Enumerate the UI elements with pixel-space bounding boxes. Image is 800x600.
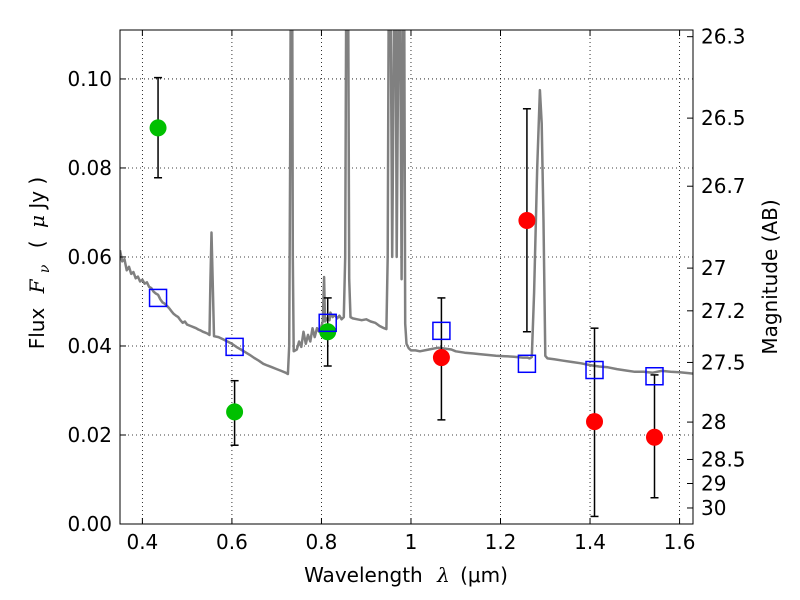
x-tick-label: 0.8 [306, 530, 338, 554]
data-point [226, 403, 244, 421]
y-tick-label: 0.02 [67, 423, 112, 447]
plot-area [120, 30, 693, 524]
right-tick-label: 26.5 [701, 106, 746, 130]
tick-layer: 0.4 0.6 0.8 1 1.2 1.4 1.6 0.00 0.02 0.04 0.06 0.08 0… [67, 25, 745, 554]
data-point [518, 211, 536, 229]
data-point [646, 428, 664, 446]
x-tick-label: 1 [405, 530, 418, 554]
model-point [148, 288, 168, 308]
right-tick-label: 30 [701, 496, 726, 520]
y-axis-title-units-rest: Jy ) [25, 177, 49, 211]
right-tick-label: 28 [701, 410, 726, 434]
sed-model-line [120, 30, 693, 376]
model-point [318, 313, 337, 333]
y-axis-title-symbol: F [25, 278, 49, 294]
right-tick-label: 27.2 [701, 299, 746, 323]
sed-model-layer [120, 30, 693, 376]
x-axis-title-units: (μm) [460, 563, 508, 587]
right-tick-label: 28.5 [701, 447, 746, 471]
right-axis-title: Magnitude (AB) [758, 199, 782, 354]
right-tick-label: 27.5 [701, 350, 746, 374]
y-axis-title-prefix: Flux [25, 308, 49, 350]
x-axis-title-symbol: λ [436, 563, 450, 587]
data-point [432, 349, 450, 367]
x-tick-label: 0.6 [216, 530, 248, 554]
right-tick-label: 29 [701, 472, 726, 496]
model-point [645, 366, 664, 386]
y-axis-title-units-open: ( [25, 240, 49, 248]
x-tick-label: 1.4 [574, 530, 606, 554]
data-point [586, 413, 604, 431]
right-tick-label: 26.7 [701, 174, 746, 198]
y-tick-label: 0.04 [67, 334, 112, 358]
y-tick-label: 0.08 [67, 156, 112, 180]
x-tick-label: 0.4 [126, 530, 158, 554]
model-point [432, 321, 451, 341]
right-tick-label: 27 [701, 256, 726, 280]
marker-layer [148, 119, 664, 446]
x-tick-label: 1.2 [485, 530, 517, 554]
y-axis-title: Flux F ν ( μ Jy ) [25, 177, 54, 350]
right-tick-label: 26.3 [701, 25, 746, 49]
model-point [517, 354, 537, 374]
y-tick-label: 0.06 [67, 245, 112, 269]
y-axis-title-subscript: ν [37, 264, 53, 273]
plot-frame [119, 29, 694, 525]
y-axis-title-units-symbol: μ [25, 215, 49, 228]
model-point [225, 337, 244, 357]
x-tick-label: 1.6 [664, 530, 696, 554]
x-axis-title: Wavelength λ (μm) [304, 563, 508, 587]
y-tick-label: 0.10 [67, 67, 112, 91]
y-tick-label: 0.00 [67, 512, 112, 536]
data-point [149, 119, 167, 137]
model-point [585, 360, 604, 380]
x-axis-title-prefix: Wavelength [304, 563, 423, 587]
